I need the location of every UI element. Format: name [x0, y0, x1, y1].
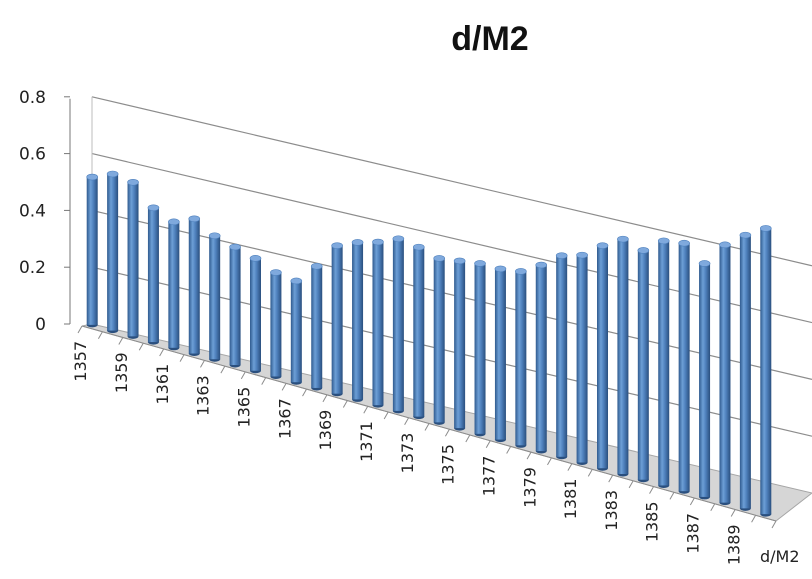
x-tick-label: 1377: [479, 456, 498, 497]
gridline: [91, 153, 812, 324]
x-tick-mark: [424, 423, 430, 431]
x-tick-label: 1381: [561, 479, 580, 520]
x-tick-mark: [730, 509, 736, 517]
x-axis: 1357 1359 1361 1363 1365 1367 1369 1371 1373 1375…: [71, 325, 777, 565]
x-tick-mark: [97, 331, 103, 339]
x-tick-mark: [77, 325, 83, 334]
bar: [739, 231, 752, 511]
x-tick-label: 1367: [275, 398, 294, 439]
bar: [719, 241, 731, 506]
series-axis-label: d/M2: [760, 547, 800, 566]
bar: [637, 247, 650, 483]
x-tick-label: 1365: [235, 387, 254, 428]
x-tick-label: 1379: [520, 467, 539, 508]
y-tick-label: 0.6: [19, 145, 46, 165]
bar: [494, 265, 507, 443]
x-tick-label: 1363: [194, 375, 213, 416]
x-tick-mark: [689, 497, 695, 506]
x-tick-mark: [302, 388, 307, 397]
x-tick-mark: [444, 428, 450, 437]
x-tick-label: 1357: [71, 341, 90, 382]
x-tick-mark: [751, 515, 757, 523]
gridline: [91, 96, 812, 267]
bar: [617, 235, 629, 477]
bar: [596, 242, 609, 471]
bar: [229, 243, 241, 368]
bar: [412, 243, 425, 420]
x-tick-mark: [179, 354, 185, 362]
x-tick-label: 1373: [398, 433, 417, 474]
bar: [372, 238, 384, 408]
bar: [392, 235, 405, 414]
x-tick-mark: [608, 474, 614, 483]
bar: [249, 255, 262, 374]
bar: [453, 257, 466, 431]
bar: [576, 251, 588, 466]
y-axis: 0 0.2 0.4 0.6 0.8: [19, 88, 71, 335]
x-tick-mark: [628, 480, 634, 489]
x-tick-mark: [567, 463, 573, 471]
x-tick-label: 1371: [357, 421, 376, 462]
x-tick-mark: [669, 492, 675, 500]
bar: [678, 239, 690, 494]
bar: [657, 237, 670, 488]
x-tick-label: 1389: [724, 524, 743, 565]
x-tick-mark: [118, 337, 124, 345]
bar: [106, 170, 119, 334]
bar: [127, 179, 139, 339]
x-tick-mark: [485, 440, 491, 448]
bar: [168, 218, 180, 351]
bar: [86, 173, 99, 328]
x-tick-mark: [220, 365, 226, 374]
bar: [515, 268, 527, 448]
x-tick-mark: [506, 446, 512, 454]
x-tick-mark: [138, 342, 144, 351]
x-tick-mark: [587, 469, 593, 477]
x-tick-label: 1387: [684, 513, 703, 554]
bar: [290, 277, 303, 385]
x-tick-mark: [261, 377, 267, 385]
x-tick-mark: [159, 348, 165, 357]
x-tick-mark: [710, 503, 716, 512]
x-tick-label: 1361: [153, 364, 172, 405]
bar: [474, 260, 486, 437]
bar: [433, 255, 446, 425]
x-tick-mark: [526, 451, 532, 460]
x-tick-label: 1375: [439, 444, 458, 485]
x-tick-mark: [771, 520, 777, 529]
bar: [188, 215, 201, 357]
y-tick-label: 0.8: [19, 88, 46, 108]
x-tick-mark: [240, 371, 246, 380]
chart-title: d/M2: [451, 20, 528, 58]
bar: [270, 269, 282, 379]
x-tick-mark: [404, 417, 410, 426]
bar: [147, 204, 160, 345]
x-tick-label: 1369: [316, 410, 335, 451]
bar: [535, 261, 548, 454]
x-tick-mark: [200, 360, 205, 368]
x-tick-mark: [383, 411, 389, 420]
x-tick-mark: [281, 383, 287, 391]
bar: [351, 239, 364, 402]
bar: [555, 252, 568, 460]
bar: [310, 262, 323, 391]
x-tick-label: 1359: [112, 352, 131, 393]
y-tick-label: 0.2: [19, 258, 46, 278]
x-tick-mark: [649, 486, 654, 494]
bar: [208, 232, 221, 362]
x-tick-mark: [322, 394, 328, 403]
y-tick-label: 0.4: [19, 201, 46, 221]
x-tick-mark: [342, 400, 348, 408]
bar: [331, 242, 343, 397]
x-tick-label: 1385: [643, 501, 662, 542]
x-tick-mark: [547, 457, 552, 466]
x-tick-label: 1383: [602, 490, 621, 531]
bars: [86, 170, 772, 517]
x-tick-mark: [465, 434, 471, 443]
bar: [698, 260, 711, 500]
x-tick-mark: [363, 406, 369, 414]
y-tick-label: 0: [35, 315, 46, 335]
bar: [759, 225, 772, 517]
